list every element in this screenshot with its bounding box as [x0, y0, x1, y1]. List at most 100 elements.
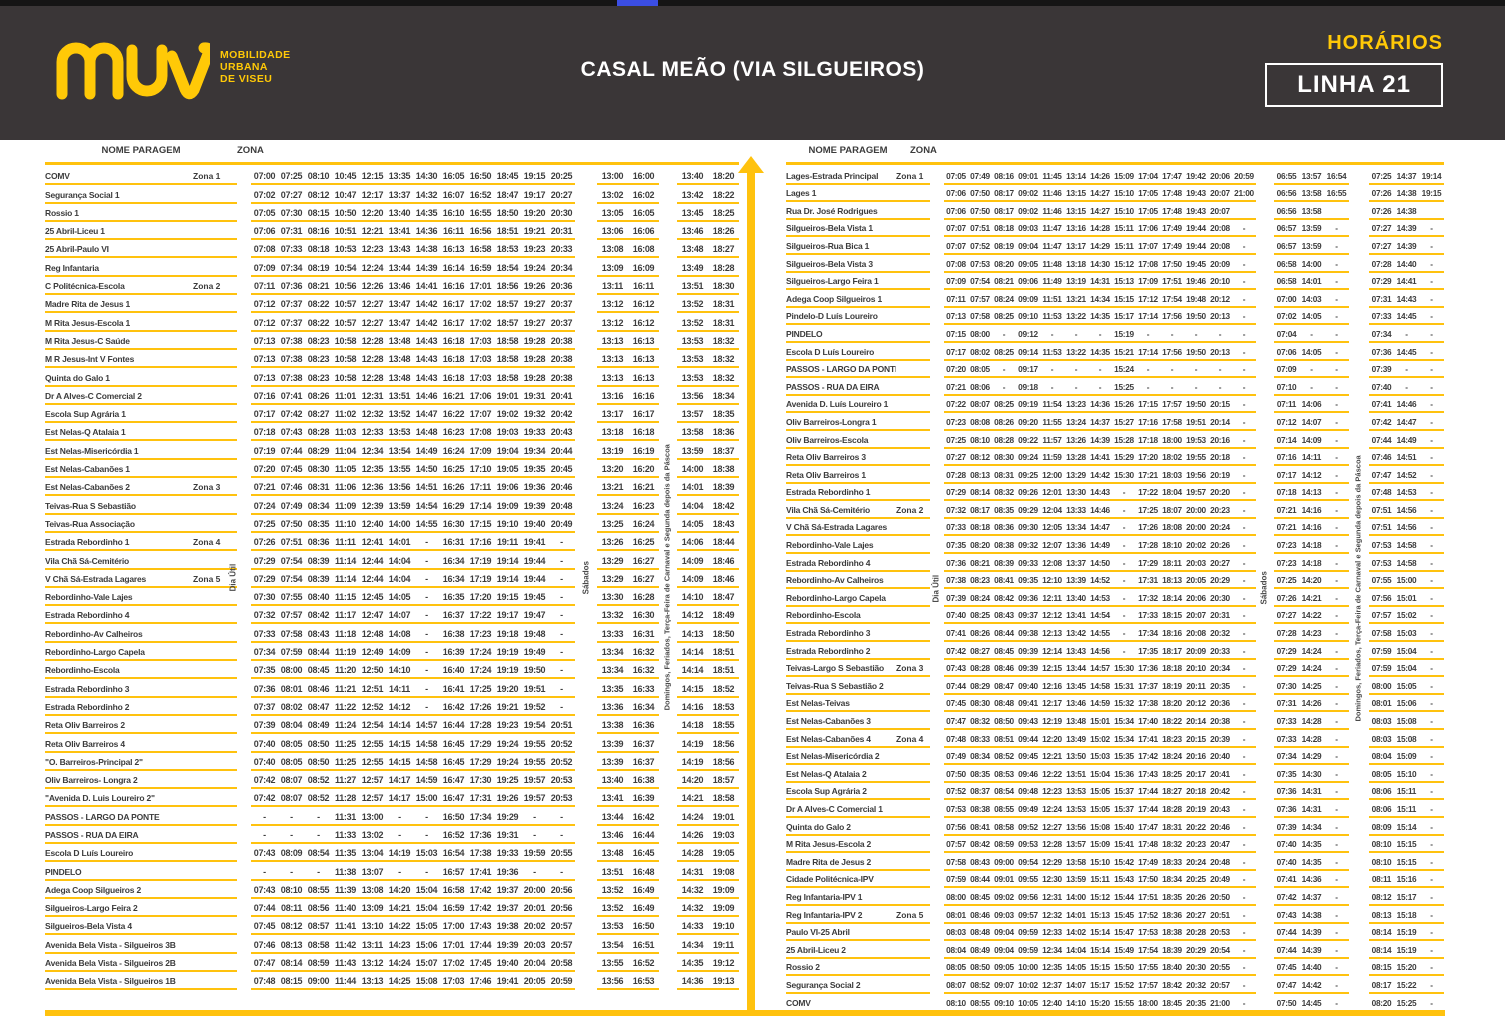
stop-name: COMV: [786, 997, 811, 1008]
time-cell: 16:57: [442, 866, 465, 877]
stop-row-label: Escola Sup Agrária 1: [45, 409, 237, 424]
time-cell: 14:35: [1301, 856, 1322, 867]
time-cell: 18:32: [712, 354, 735, 365]
time-cell: -: [1430, 909, 1433, 920]
time-cell: 13:34: [601, 665, 624, 676]
time-cell: 14:36: [415, 226, 438, 237]
time-cell: 18:25: [712, 207, 735, 218]
time-cell: 18:57: [712, 775, 735, 786]
time-cell: 15:37: [1114, 786, 1134, 797]
time-group-sun: 07:27 14:39-: [1369, 223, 1444, 238]
time-cell: 07:27: [280, 189, 303, 200]
time-cell: 07:58: [946, 856, 966, 867]
time-cell: -: [425, 701, 428, 712]
time-cell: 16:41: [442, 683, 465, 694]
time-group-sun: 14:10 18:47: [677, 592, 739, 607]
time-cell: 14:14: [388, 720, 411, 731]
time-cell: 16:13: [632, 372, 655, 383]
time-cell: 14:13: [681, 628, 704, 639]
time-group-weekday: 07:08 07:33 08:18 10:53 12:23 13:43 14:38 16:13…: [251, 244, 575, 259]
time-cell: 16:44: [632, 829, 655, 840]
time-cell: 12:14: [1042, 645, 1062, 656]
time-cell: 13:21: [1066, 293, 1086, 304]
time-group-sat: 13:55 16:52: [597, 958, 659, 973]
time-cell: 13:40: [1066, 592, 1086, 603]
time-cell: 08:03: [1371, 716, 1392, 726]
time-cell: 07:28: [946, 469, 966, 480]
time-cell: 16:54: [442, 848, 465, 859]
time-cell: 20:57: [550, 939, 573, 950]
time-cell: 13:57: [681, 409, 704, 420]
time-cell: 12:26: [361, 281, 384, 292]
time-cell: 07:20: [253, 464, 276, 475]
time-cell: 14:38: [1396, 188, 1417, 199]
time-cell: -: [1335, 803, 1338, 814]
time-cell: -: [1098, 328, 1102, 339]
time-cell: 08:21: [307, 281, 330, 292]
time-cell: 13:16: [1066, 223, 1086, 234]
time-cell: 18:23: [1162, 733, 1182, 744]
time-cell: 19:20: [496, 683, 519, 694]
time-cell: 18:52: [712, 683, 735, 694]
time-cell: 19:27: [523, 299, 546, 310]
time-cell: 13:54: [601, 939, 624, 950]
time-group-sat: 13:00 16:00: [597, 171, 659, 186]
time-cell: 16:32: [632, 647, 655, 658]
time-cell: 09:17: [1018, 364, 1038, 375]
stop-name: "O. Barreiros-Principal 2": [45, 756, 143, 767]
time-cell: 11:19: [334, 647, 357, 658]
time-cell: 14:59: [415, 775, 438, 786]
time-cell: 14:06: [1301, 399, 1322, 410]
time-cell: 08:00: [946, 891, 966, 902]
time-cell: 07:29: [1276, 645, 1297, 656]
time-cell: 20:34: [1210, 663, 1230, 674]
time-cell: 19:46: [1186, 276, 1206, 287]
time-cell: 14:17: [388, 775, 411, 786]
time-group-weekday: 07:21 07:46 08:31 11:06 12:36 13:56 14:51 16:26…: [251, 482, 575, 497]
time-group-weekday: 07:12 07:37 08:22 10:57 12:27 13:47 14:42 16:17…: [251, 318, 575, 332]
time-cell: 07:35: [1276, 768, 1297, 779]
time-cell: 13:59: [388, 500, 411, 511]
time-cell: 17:44: [1138, 803, 1158, 814]
time-cell: 17:29: [1138, 557, 1158, 568]
time-cell: 14:39: [1301, 927, 1322, 938]
time-cell: 19:28: [523, 372, 546, 383]
time-cell: 19:45: [1186, 258, 1206, 269]
time-cell: 11:54: [1042, 399, 1062, 410]
time-cell: 13:35: [601, 683, 624, 694]
stop-name: Est Nelas-Teivas: [786, 698, 850, 709]
stop-name: Est Nelas-Misericórdia 1: [45, 445, 139, 456]
time-cell: 17:09: [469, 445, 492, 456]
time-cell: 07:33: [946, 522, 966, 533]
time-cell: 17:03: [442, 976, 465, 987]
sunday-holidays-label: Domingos, Feriados, Terça-Feira de Carna…: [1353, 455, 1363, 722]
stop-name: Rossio 1: [45, 207, 79, 218]
time-cell: 10:05: [1018, 997, 1038, 1008]
time-group-sat: 13:20 16:20: [597, 464, 659, 479]
time-group-sun: 07:26 14:38 19:15: [1369, 188, 1444, 203]
time-cell: -: [1194, 364, 1198, 375]
stop-row-label: V Chã Sá-Estrada Lagares: [786, 522, 930, 537]
time-cell: 14:38: [1301, 909, 1322, 920]
time-cell: 08:14: [1371, 927, 1392, 938]
time-cell: 09:59: [1018, 944, 1038, 955]
time-cell: 17:58: [1162, 416, 1182, 427]
time-cell: 14:09: [388, 647, 411, 658]
time-cell: 13:51: [388, 390, 411, 401]
time-cell: 13:50: [1066, 751, 1086, 762]
time-cell: 13:30: [601, 592, 624, 603]
time-cell: 13:05: [601, 207, 624, 218]
stop-row-label: Estrada Rebordinho 1: [786, 487, 930, 502]
time-cell: 14:01: [1066, 909, 1086, 920]
time-cell: 07:43: [253, 884, 276, 895]
time-cell: 07:04: [1276, 328, 1297, 339]
time-cell: 14:21: [388, 903, 411, 914]
stop-row-label: Quinta do Galo 2: [786, 822, 930, 836]
time-cell: 14:21: [1301, 592, 1322, 603]
time-cell: 09:40: [1018, 680, 1038, 691]
time-cell: 12:10: [1042, 575, 1062, 586]
brand-tagline: MOBILIDADE URBANA DE VISEU: [220, 49, 291, 85]
time-group-weekday: 07:33 07:58 08:43 11:18 12:48 14:08-16:38 17:2…: [251, 629, 575, 643]
time-group-sat: 13:34 16:32: [597, 647, 659, 662]
time-cell: 15:13: [1114, 276, 1134, 287]
